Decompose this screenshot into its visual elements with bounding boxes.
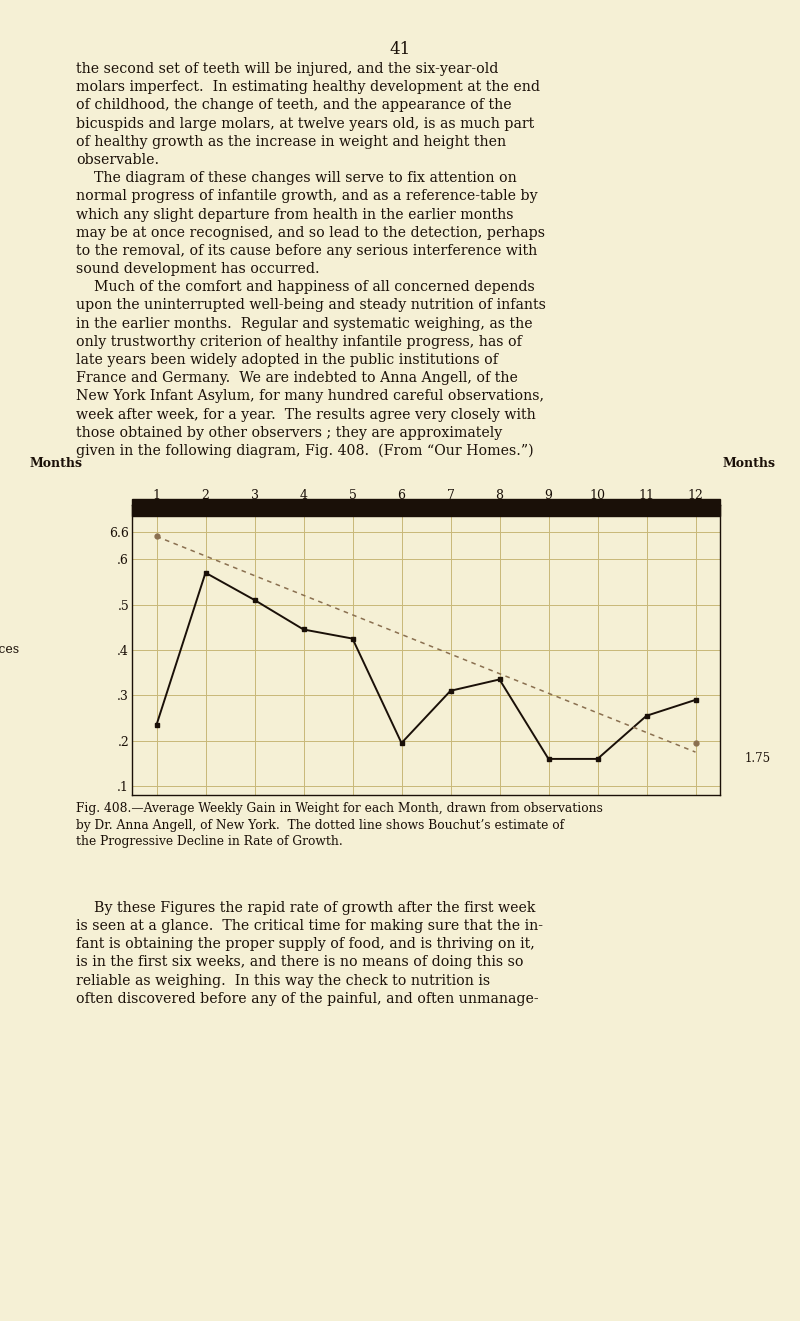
Text: Ounces: Ounces — [0, 643, 19, 657]
Text: Fig. 408.—Average Weekly Gain in Weight for each Month, drawn from observations
: Fig. 408.—Average Weekly Gain in Weight … — [76, 802, 603, 848]
Text: Months: Months — [30, 457, 83, 470]
Text: By these Figures the rapid rate of growth after the first week
is seen at a glan: By these Figures the rapid rate of growt… — [76, 901, 543, 1005]
Text: 1.75: 1.75 — [745, 753, 770, 765]
Text: 41: 41 — [390, 41, 410, 58]
Text: Months: Months — [722, 457, 775, 470]
Bar — [132, 499, 720, 517]
Text: the second set of teeth will be injured, and the six-year-old
molars imperfect. : the second set of teeth will be injured,… — [76, 62, 546, 458]
